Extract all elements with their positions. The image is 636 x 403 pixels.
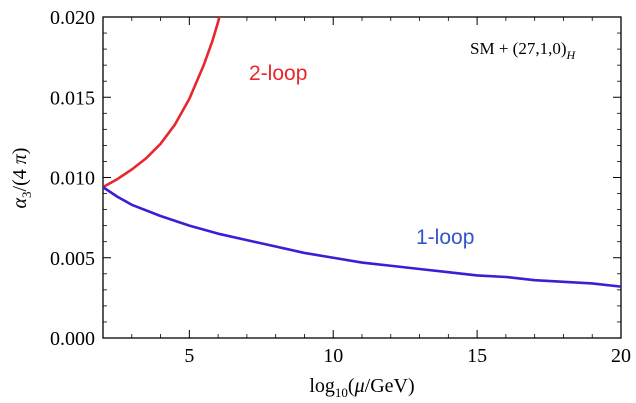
x-axis-label: log10(μ/GeV)	[309, 375, 414, 400]
series-label-2-loop: 2-loop	[249, 62, 307, 85]
x-axis-ticks: 5 10 15 20	[131, 17, 631, 367]
y-tick-label: 0.015	[50, 87, 95, 109]
x-tick-label: 10	[323, 345, 343, 367]
y-tick-label: 0.010	[50, 168, 95, 190]
series-line-2-loop	[103, 17, 221, 189]
series-line-1-loop	[103, 185, 621, 288]
x-tick-label: 20	[611, 345, 631, 367]
y-tick-label: 0.000	[50, 328, 95, 350]
plot-frame	[102, 16, 622, 339]
series-layer	[103, 17, 621, 288]
y-tick-label: 0.005	[50, 248, 95, 270]
series-label-1-loop: 1-loop	[416, 226, 474, 249]
y-axis-label: α3/(4 π)	[9, 148, 34, 209]
annotation-model: SM + (27,1,0)H	[470, 39, 576, 62]
x-tick-label: 15	[467, 345, 487, 367]
x-tick-label: 5	[184, 345, 194, 367]
y-tick-label: 0.020	[50, 7, 95, 29]
y-axis-ticks: 0.000 0.005 0.010 0.015 0.020	[50, 7, 621, 350]
